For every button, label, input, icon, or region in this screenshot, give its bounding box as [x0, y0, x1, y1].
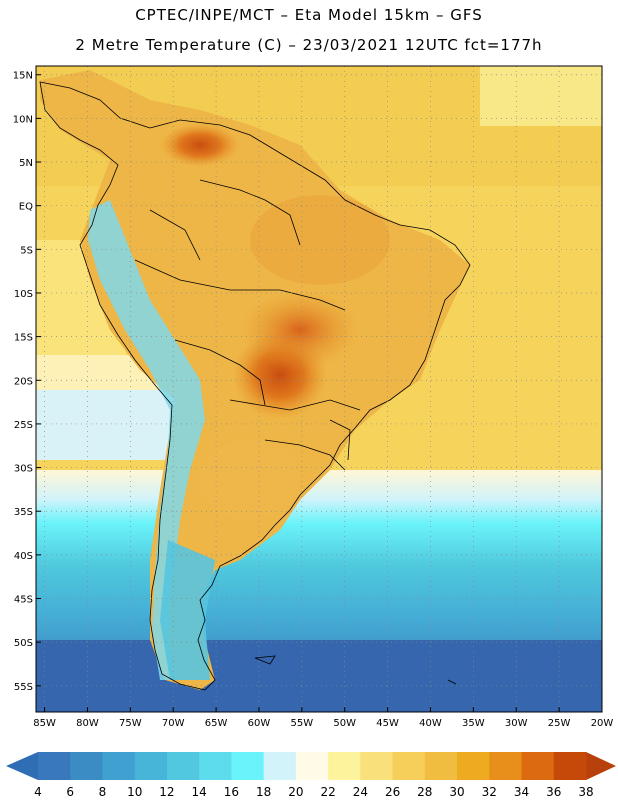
- lon-tick-label: 20W: [591, 718, 614, 729]
- colorbar-label: 12: [159, 785, 174, 799]
- colorbar-label: 20: [288, 785, 303, 799]
- colorbar-label: 6: [66, 785, 74, 799]
- lat-tick-label: 20S: [14, 376, 33, 387]
- lon-tick-label: 85W: [33, 718, 56, 729]
- colorbar-swatch: [457, 752, 490, 780]
- colorbar-label: 16: [224, 785, 239, 799]
- lat-tick-label: 5S: [20, 245, 33, 256]
- lon-tick-label: 45W: [376, 718, 399, 729]
- longitude-labels: 85W 80W 75W 70W 65W 60W 55W 50W 45W 40W 35W 30W 25W 2…: [33, 707, 613, 729]
- lat-tick-label: 50S: [14, 638, 33, 649]
- lat-tick-label: 30S: [14, 464, 33, 475]
- colorbar-label: 14: [192, 785, 207, 799]
- colorbar-label: 34: [514, 785, 529, 799]
- colorbar-swatch: [295, 752, 329, 780]
- lon-tick-label: 65W: [205, 718, 228, 729]
- colorbar-label: 38: [578, 785, 593, 799]
- colorbar-swatch: [521, 752, 555, 780]
- lat-tick-label: 55S: [14, 682, 33, 693]
- temperature-field: [36, 66, 602, 712]
- colorbar-swatch: [134, 752, 168, 780]
- lon-tick-label: 25W: [548, 718, 571, 729]
- lon-tick-label: 75W: [119, 718, 142, 729]
- lat-tick-label: 10S: [14, 289, 33, 300]
- lat-tick-label: 25S: [14, 420, 33, 431]
- lat-tick-label: 15S: [14, 333, 33, 344]
- lat-tick-label: 40S: [14, 551, 33, 562]
- lon-tick-label: 30W: [505, 718, 528, 729]
- coastlines: [39, 81, 471, 691]
- lat-tick-label: 15N: [13, 71, 33, 82]
- lon-tick-label: 40W: [419, 718, 442, 729]
- colorbar-label: 32: [482, 785, 497, 799]
- lon-tick-label: 80W: [76, 718, 99, 729]
- colorbar-swatch: [166, 752, 200, 780]
- colorbar-swatch: [553, 752, 587, 780]
- lat-tick-label: 10N: [13, 114, 33, 125]
- map-frame: [35, 65, 603, 713]
- lat-tick-label: 35S: [14, 507, 33, 518]
- colorbar-swatch: [102, 752, 136, 780]
- lon-tick-label: 35W: [462, 718, 485, 729]
- colorbar-swatch: [392, 752, 426, 780]
- lat-tick-label: 45S: [14, 595, 33, 606]
- colorbar-swatch: [263, 752, 297, 780]
- latitude-labels: 15N 10N 5N EQ 5S 10S 15S 20S 25S 30S 35S 40S 45S 50S 5…: [13, 71, 41, 693]
- colorbar-low-arrow: [6, 752, 38, 780]
- colorbar-swatch: [489, 752, 523, 780]
- lon-tick-label: 70W: [162, 718, 185, 729]
- colorbar-label: 26: [385, 785, 400, 799]
- colorbar-label: 22: [320, 785, 335, 799]
- colorbar-high-arrow: [586, 752, 616, 780]
- colorbar-label: 24: [353, 785, 368, 799]
- lon-tick-label: 60W: [248, 718, 271, 729]
- colorbar-swatch: [328, 752, 361, 780]
- colorbar: 4 6 8 10 12 14 16 18 20 22 24 26 28 30 32 34 36 38: [6, 752, 616, 799]
- colorbar-label: 10: [127, 785, 142, 799]
- colorbar-label: 18: [256, 785, 271, 799]
- colorbar-label: 8: [99, 785, 107, 799]
- lon-tick-label: 55W: [291, 718, 314, 729]
- colorbar-swatch: [231, 752, 265, 780]
- colorbar-swatch: [360, 752, 394, 780]
- lat-tick-label: 5N: [19, 158, 33, 169]
- colorbar-label: 28: [417, 785, 432, 799]
- colorbar-label: 36: [546, 785, 561, 799]
- map-title-line2: 2 Metre Temperature (C) – 23/03/2021 12U…: [75, 36, 543, 54]
- map-title-line1: CPTEC/INPE/MCT – Eta Model 15km – GFS: [135, 6, 483, 24]
- colorbar-swatch: [38, 752, 71, 780]
- colorbar-swatch: [424, 752, 458, 780]
- colorbar-label: 30: [449, 785, 464, 799]
- lat-tick-label: EQ: [19, 202, 33, 213]
- colorbar-label: 4: [34, 785, 42, 799]
- lon-tick-label: 50W: [333, 718, 356, 729]
- colorbar-swatch: [199, 752, 232, 780]
- colorbar-swatch: [70, 752, 103, 780]
